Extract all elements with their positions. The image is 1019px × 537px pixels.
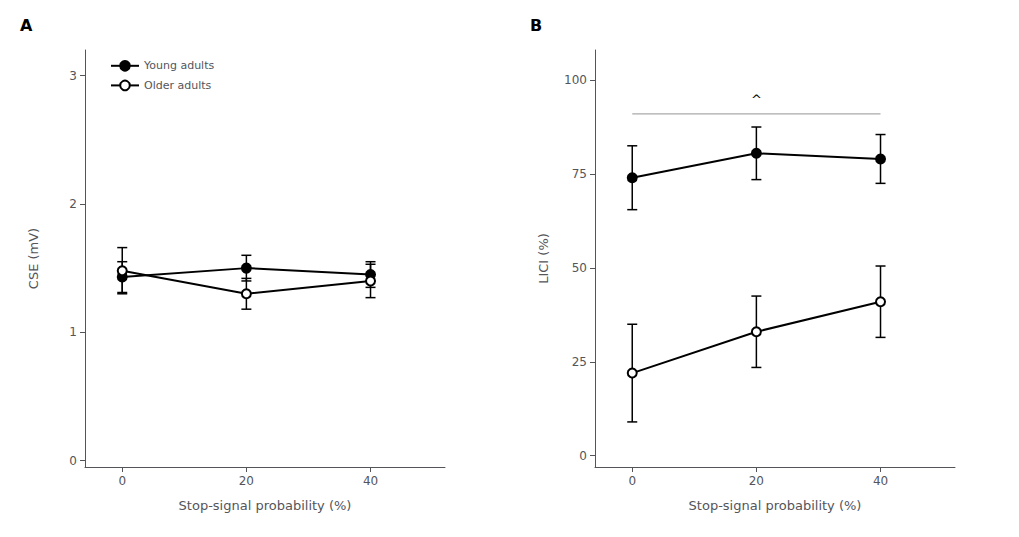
svg-text:40: 40 [873,474,888,488]
svg-text:Stop-signal probability (%): Stop-signal probability (%) [179,498,352,513]
svg-text:CSE (mV): CSE (mV) [26,228,41,289]
svg-text:Stop-signal probability (%): Stop-signal probability (%) [689,498,862,513]
svg-text:3: 3 [69,69,77,83]
svg-text:0: 0 [628,474,636,488]
svg-text:50: 50 [572,261,587,275]
svg-text:40: 40 [363,474,378,488]
svg-text:1: 1 [69,325,77,339]
svg-text:Young adults: Young adults [143,59,214,72]
svg-text:100: 100 [564,73,587,87]
svg-text:Older adults: Older adults [144,79,212,92]
svg-text:0: 0 [69,454,77,468]
svg-text:25: 25 [572,355,587,369]
svg-text:B: B [530,16,542,35]
svg-text:0: 0 [118,474,126,488]
svg-text:^: ^ [751,92,762,107]
svg-text:A: A [20,16,33,35]
svg-text:LICI (%): LICI (%) [536,233,551,284]
svg-text:20: 20 [239,474,254,488]
svg-text:75: 75 [572,167,587,181]
svg-text:0: 0 [579,449,587,463]
svg-text:20: 20 [749,474,764,488]
svg-text:2: 2 [69,197,77,211]
